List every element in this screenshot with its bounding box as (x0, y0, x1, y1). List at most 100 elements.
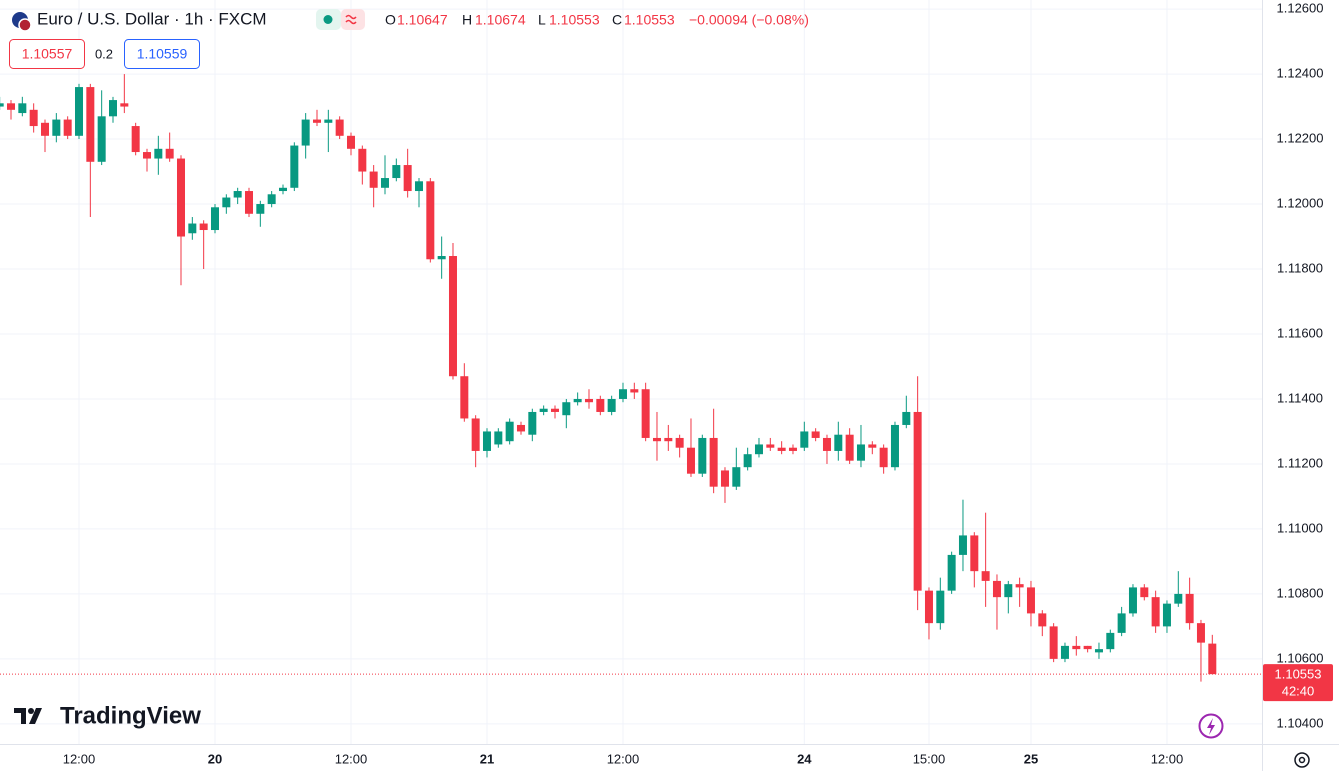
x-tick-label: 21 (480, 751, 494, 766)
body (868, 444, 877, 448)
body (165, 148, 174, 159)
body (1083, 645, 1092, 650)
candle (970, 532, 979, 588)
candle (1128, 584, 1137, 617)
body (301, 119, 310, 146)
body (210, 207, 219, 231)
body (834, 434, 843, 451)
body (550, 408, 559, 412)
candle (426, 178, 435, 263)
body (403, 165, 412, 192)
settings-button[interactable] (1294, 752, 1310, 768)
candle (358, 145, 367, 185)
candle (1151, 590, 1160, 633)
body (1185, 593, 1194, 624)
candle (890, 421, 899, 471)
body (7, 103, 16, 110)
change: −0.00094 (−0.08%) (689, 12, 809, 28)
candle (1106, 629, 1115, 653)
y-tick-label: 1.12400 (1277, 66, 1324, 81)
body (312, 119, 321, 123)
candle (924, 587, 933, 640)
candle (380, 155, 389, 195)
brand-logo: TradingView (14, 702, 201, 729)
candle (1196, 619, 1205, 682)
candle (188, 217, 197, 240)
body (1117, 613, 1126, 633)
symbol-title[interactable]: Euro / U.S. Dollar · 1h · FXCM (37, 9, 267, 28)
candle (494, 428, 503, 448)
candle (811, 428, 820, 442)
body (256, 204, 265, 214)
body (936, 590, 945, 624)
body (0, 103, 4, 107)
candle (720, 467, 729, 503)
candle (1015, 577, 1024, 607)
body (1174, 593, 1183, 604)
candle (822, 434, 831, 464)
candle (528, 408, 537, 442)
body (494, 431, 503, 445)
body (109, 100, 117, 117)
ohlc-value: 1.10647 (397, 12, 448, 28)
candle (29, 103, 38, 133)
body (822, 437, 831, 451)
candle (800, 421, 809, 451)
candle (1185, 577, 1194, 630)
body (766, 444, 775, 448)
countdown: 42:40 (1282, 684, 1315, 699)
body (947, 554, 956, 591)
candle (516, 421, 525, 435)
y-tick-label: 1.11200 (1277, 455, 1323, 470)
last-price-box (1263, 664, 1333, 702)
body (52, 119, 61, 136)
spread: 0.2 (95, 46, 113, 61)
body (1038, 613, 1047, 627)
body (505, 421, 514, 442)
candle (346, 132, 355, 156)
candle (256, 200, 265, 227)
body (482, 431, 491, 451)
body (244, 191, 253, 214)
ohlc-value: 1.10553 (624, 12, 675, 28)
candle (52, 113, 61, 143)
bid-box[interactable]: 1.10557 (9, 39, 85, 69)
y-tick-label: 1.11800 (1277, 260, 1323, 275)
body (437, 256, 446, 260)
price-axis: 1.12600 1.12400 1.12200 1.12000 1.11800 1.116… (1263, 1, 1333, 730)
body (120, 103, 129, 107)
body (324, 119, 333, 123)
body (924, 590, 933, 624)
candle (1208, 634, 1217, 675)
body (1106, 632, 1115, 650)
y-tick-label: 1.11000 (1277, 520, 1323, 535)
candle (97, 90, 106, 166)
body (811, 431, 820, 438)
candle (131, 122, 140, 156)
lightning-button[interactable] (1198, 713, 1224, 739)
body (562, 402, 571, 416)
candle (403, 148, 412, 198)
candle (630, 382, 639, 399)
candle (584, 389, 593, 409)
candle (437, 236, 446, 279)
candle (788, 444, 797, 455)
body (380, 178, 389, 188)
candle (18, 96, 27, 117)
candle (1049, 623, 1058, 663)
body (630, 389, 639, 393)
body (970, 535, 979, 572)
candle (471, 415, 480, 468)
ask-box[interactable]: 1.10559 (124, 39, 200, 69)
candle (596, 395, 605, 416)
body (913, 411, 922, 591)
candle (834, 421, 843, 461)
body (1208, 643, 1217, 675)
candle (1094, 642, 1103, 659)
x-tick-label: 25 (1024, 751, 1038, 766)
y-tick-label: 1.11600 (1277, 325, 1323, 340)
candle (856, 424, 865, 468)
candle (686, 418, 695, 477)
candle (958, 499, 967, 572)
